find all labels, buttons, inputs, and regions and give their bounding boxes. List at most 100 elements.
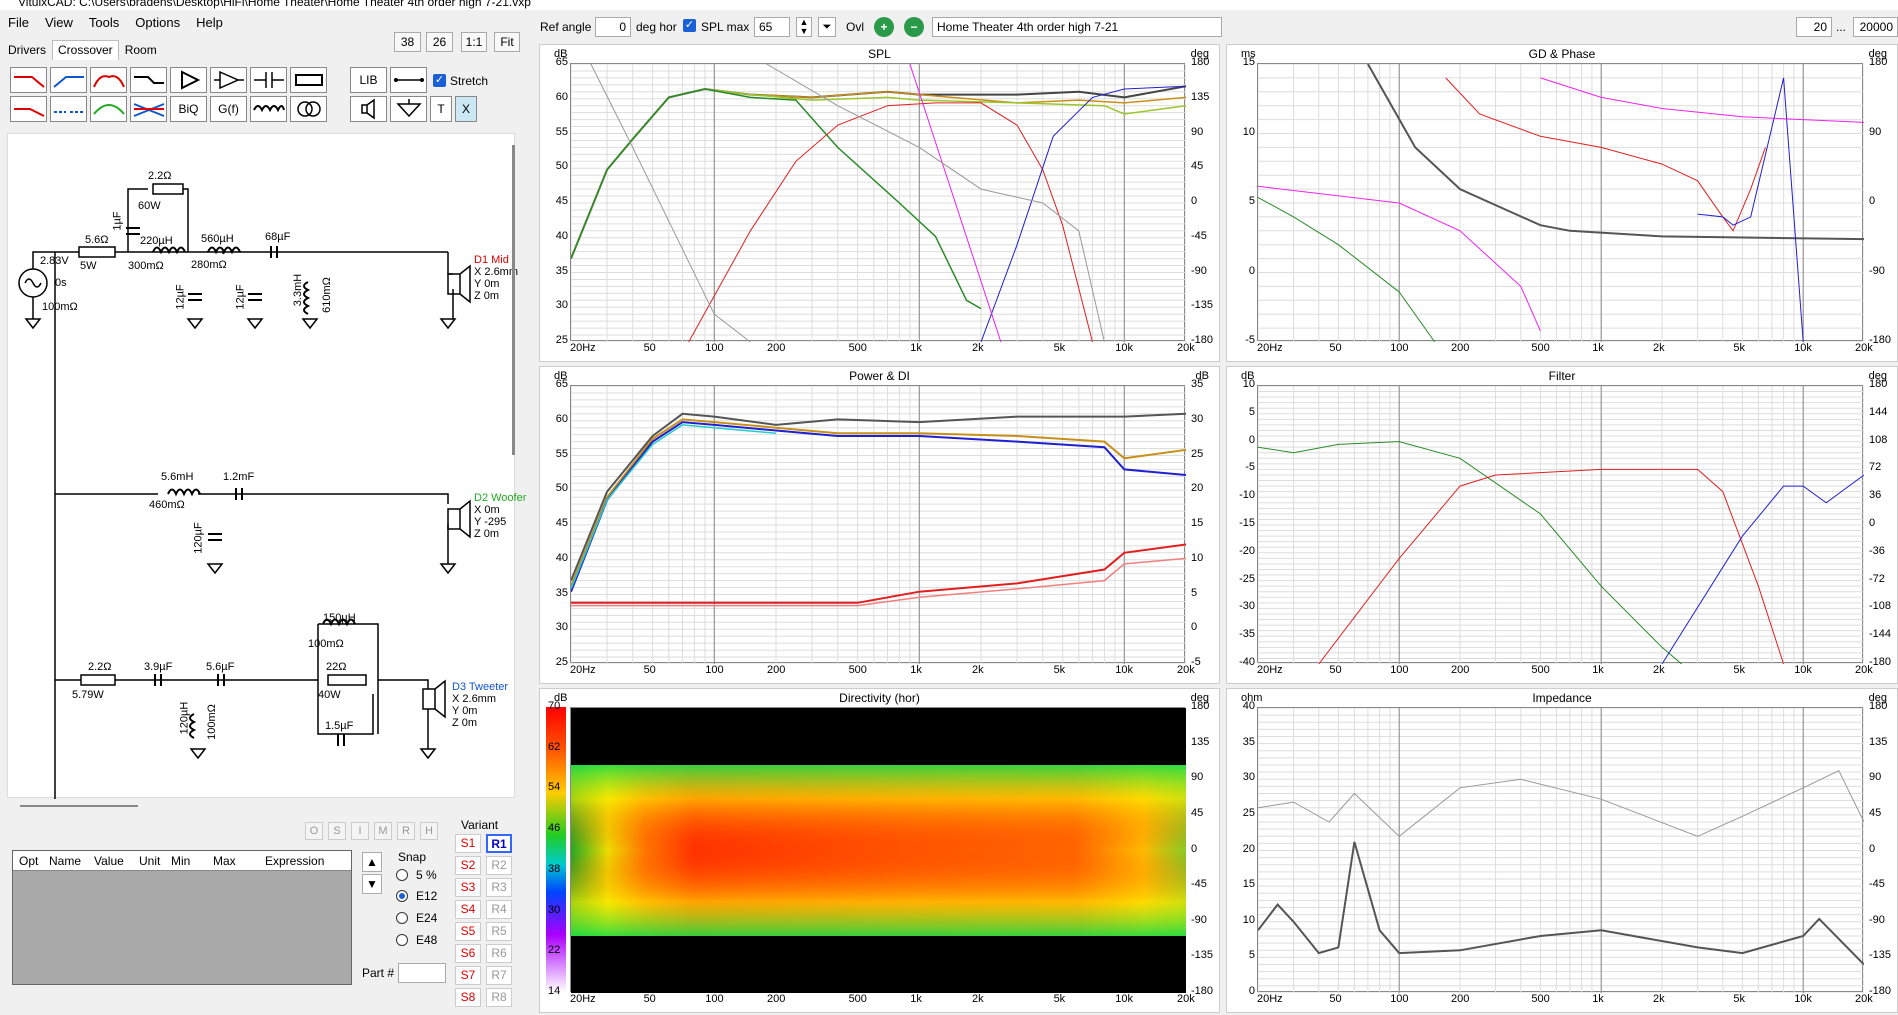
bandpass-icon[interactable] <box>90 67 127 93</box>
opamp-icon[interactable] <box>210 67 247 93</box>
schem-label[interactable]: 5.6µF <box>206 661 235 673</box>
variant-s5-button[interactable]: S5 <box>455 922 481 941</box>
col-min[interactable]: Min <box>171 854 191 868</box>
zoom-26-button[interactable]: 26 <box>426 32 453 52</box>
lowpass-icon[interactable] <box>10 67 47 93</box>
snap-e12-radio[interactable] <box>396 890 408 902</box>
capacitor-icon[interactable] <box>250 67 287 93</box>
variant-r2-button[interactable]: R2 <box>486 856 512 875</box>
move-up-button[interactable]: ▲ <box>362 852 382 872</box>
mid-driver-name[interactable]: D1 Mid <box>474 254 509 266</box>
lowpass2-icon[interactable] <box>10 96 47 122</box>
variant-s3-button[interactable]: S3 <box>455 878 481 897</box>
text-tool-button[interactable]: T <box>430 96 452 122</box>
woofer-driver-name[interactable]: D2 Woofer <box>474 492 527 504</box>
opt-h-button[interactable]: H <box>420 822 438 840</box>
gd-plot[interactable] <box>1257 63 1864 342</box>
ground-icon[interactable] <box>390 96 427 122</box>
schem-label[interactable]: 3.9µF <box>144 661 173 673</box>
variant-r4-button[interactable]: R4 <box>486 900 512 919</box>
spl-max-input[interactable] <box>754 17 790 37</box>
move-down-button[interactable]: ▼ <box>362 874 382 894</box>
menu-options[interactable]: Options <box>135 15 181 30</box>
schem-label[interactable]: 68µF <box>265 231 291 243</box>
wire-icon[interactable] <box>390 67 427 93</box>
part-number-input[interactable] <box>398 963 446 983</box>
snap-5pct-radio[interactable] <box>396 869 408 881</box>
col-unit[interactable]: Unit <box>139 854 161 868</box>
schem-label[interactable]: 12µF <box>174 284 187 310</box>
crossover-schematic[interactable]: 2.2Ω 60W 1µF 5.6Ω 5W 220µH 300mΩ 12µF 56… <box>7 133 526 799</box>
opt-o-button[interactable]: O <box>305 822 323 840</box>
highpass-icon[interactable] <box>50 67 87 93</box>
variant-r8-button[interactable]: R8 <box>486 988 512 1007</box>
impedance-plot[interactable] <box>1257 707 1864 993</box>
schematic-hscrollbar[interactable] <box>20 805 138 807</box>
power-plot[interactable] <box>570 385 1186 664</box>
tweeter-driver-name[interactable]: D3 Tweeter <box>452 681 509 693</box>
variant-r1-button[interactable]: R1 <box>486 834 512 853</box>
schem-label[interactable]: 1µF <box>111 211 124 231</box>
schem-label[interactable]: 5.6Ω <box>85 234 109 246</box>
opt-i-button[interactable]: I <box>351 822 369 840</box>
col-opt[interactable]: Opt <box>19 854 39 868</box>
schem-label[interactable]: 120µF <box>192 522 205 554</box>
buffer-icon[interactable] <box>170 67 207 93</box>
inductor-icon[interactable] <box>250 96 287 122</box>
variant-r5-button[interactable]: R5 <box>486 922 512 941</box>
remove-overlay-icon[interactable]: − <box>904 17 924 37</box>
allpass-icon[interactable] <box>50 96 87 122</box>
notch-icon[interactable] <box>130 96 167 122</box>
project-name-input[interactable] <box>932 17 1222 37</box>
collapse-icon[interactable]: ⏷ <box>818 17 836 37</box>
variant-s6-button[interactable]: S6 <box>455 944 481 963</box>
schem-label[interactable]: 1.2mF <box>223 471 255 483</box>
variant-s2-button[interactable]: S2 <box>455 856 481 875</box>
driver-icon[interactable] <box>350 96 387 122</box>
directivity-plot[interactable] <box>570 707 1186 993</box>
shelf-icon[interactable] <box>130 67 167 93</box>
schem-label[interactable]: 12µF <box>234 284 247 310</box>
freq-max-input[interactable] <box>1853 17 1898 37</box>
zoom-38-button[interactable]: 38 <box>394 32 421 52</box>
gf-button[interactable]: G(f) <box>210 96 247 122</box>
menu-view[interactable]: View <box>44 15 73 30</box>
schem-label[interactable]: 22Ω <box>326 661 347 673</box>
spl-plot[interactable] <box>570 63 1186 342</box>
schem-label[interactable]: 120µH <box>178 701 191 735</box>
tab-drivers[interactable]: Drivers <box>8 43 46 57</box>
tab-room[interactable]: Room <box>124 43 157 57</box>
variant-s8-button[interactable]: S8 <box>455 988 481 1007</box>
freq-min-input[interactable] <box>1796 17 1832 37</box>
variant-r3-button[interactable]: R3 <box>486 878 512 897</box>
schem-label[interactable]: 150µH <box>323 612 356 624</box>
schem-label[interactable]: 2.2Ω <box>88 661 112 673</box>
biq-button[interactable]: BiQ <box>170 96 207 122</box>
schem-label[interactable]: 3.3mH <box>292 273 305 307</box>
variant-s7-button[interactable]: S7 <box>455 966 481 985</box>
col-name[interactable]: Name <box>49 854 82 868</box>
schem-label[interactable]: 1.5µF <box>325 720 354 732</box>
snap-e24-radio[interactable] <box>396 912 408 924</box>
menu-help[interactable]: Help <box>196 15 223 30</box>
transformer-icon[interactable] <box>290 96 327 122</box>
spl-max-checkbox[interactable]: ✓ <box>683 19 696 32</box>
schematic-scrollbar[interactable] <box>512 145 515 455</box>
ref-angle-input[interactable] <box>595 17 631 37</box>
menu-tools[interactable]: Tools <box>88 15 120 30</box>
filter-plot[interactable] <box>1257 385 1864 664</box>
opt-r-button[interactable]: R <box>397 822 415 840</box>
variant-s1-button[interactable]: S1 <box>455 834 481 853</box>
peaking-icon[interactable] <box>90 96 127 122</box>
fit-button[interactable]: Fit <box>494 32 520 52</box>
variant-r7-button[interactable]: R7 <box>486 966 512 985</box>
spl-max-spinner[interactable]: ▲ ▼ <box>796 17 812 37</box>
schem-label[interactable]: 220µH <box>140 235 173 247</box>
schem-label[interactable]: 2.2Ω <box>148 170 172 182</box>
source-voltage[interactable]: 2.83V <box>40 255 69 267</box>
variant-r6-button[interactable]: R6 <box>486 944 512 963</box>
col-expression[interactable]: Expression <box>265 854 325 868</box>
stretch-checkbox[interactable]: ✓ <box>433 74 446 87</box>
schem-label[interactable]: 560µH <box>201 233 234 245</box>
menu-file[interactable]: File <box>8 15 29 30</box>
